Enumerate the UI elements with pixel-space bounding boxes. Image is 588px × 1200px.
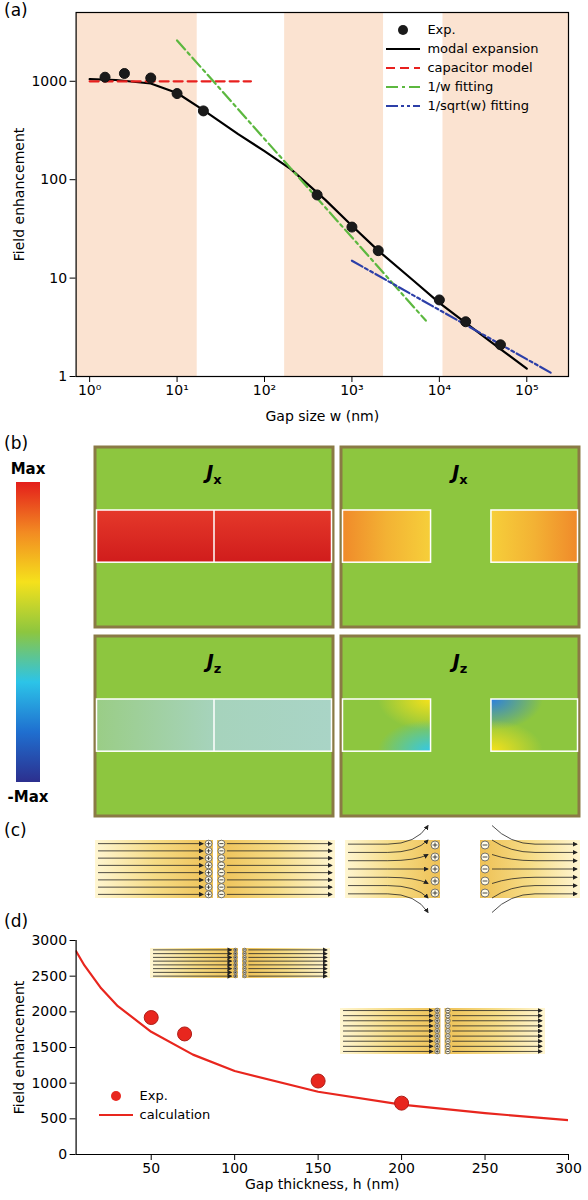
svg-text:300: 300 xyxy=(555,1160,582,1176)
svg-text:Field enhancement: Field enhancement xyxy=(11,127,27,261)
html-text:modal expansion: modal expansion xyxy=(427,41,539,56)
svg-text:10⁵: 10⁵ xyxy=(515,382,538,398)
svg-text:50: 50 xyxy=(142,1160,160,1176)
svg-text:10²: 10² xyxy=(253,382,276,398)
svg-text:10³: 10³ xyxy=(340,382,363,398)
svg-text:Max: Max xyxy=(11,460,46,478)
svg-text:Gap size w (nm): Gap size w (nm) xyxy=(265,408,379,424)
svg-text:2000: 2000 xyxy=(31,1003,67,1019)
svg-text:0: 0 xyxy=(58,1146,67,1162)
svg-text:Jx: Jx xyxy=(448,461,468,487)
svg-text:1500: 1500 xyxy=(31,1039,67,1055)
svg-text:10⁰: 10⁰ xyxy=(78,382,102,398)
svg-text:Jx: Jx xyxy=(202,461,222,487)
svg-text:200: 200 xyxy=(388,1160,415,1176)
html-text:1/sqrt(w) fitting: 1/sqrt(w) fitting xyxy=(427,98,529,113)
svg-text:10⁴: 10⁴ xyxy=(428,382,452,398)
html-text:(d): (d) xyxy=(4,911,29,931)
svg-text:Jz: Jz xyxy=(449,650,468,676)
svg-text:1000: 1000 xyxy=(31,73,67,89)
html-text:Exp.: Exp. xyxy=(139,1088,168,1103)
html-text:1/w fitting: 1/w fitting xyxy=(427,79,494,94)
svg-text:100: 100 xyxy=(221,1160,248,1176)
html-text:calculation: calculation xyxy=(139,1107,211,1122)
html-text:(b): (b) xyxy=(4,433,29,453)
html-text:(c): (c) xyxy=(4,820,27,840)
svg-text:1: 1 xyxy=(58,368,67,384)
svg-text:3000: 3000 xyxy=(31,932,67,948)
svg-text:Jz: Jz xyxy=(203,650,222,676)
svg-text:10: 10 xyxy=(49,270,67,286)
html-text:capacitor model: capacitor model xyxy=(427,60,533,75)
html-text:(a): (a) xyxy=(4,0,28,20)
svg-text:150: 150 xyxy=(305,1160,332,1176)
svg-text:Field enhancement: Field enhancement xyxy=(11,980,27,1114)
svg-text:10¹: 10¹ xyxy=(165,382,188,398)
svg-text:250: 250 xyxy=(472,1160,499,1176)
svg-text:500: 500 xyxy=(40,1110,67,1126)
svg-text:-Max: -Max xyxy=(8,788,49,806)
svg-text:Gap thickness, h (nm): Gap thickness, h (nm) xyxy=(245,1176,400,1192)
svg-text:2500: 2500 xyxy=(31,968,67,984)
svg-text:100: 100 xyxy=(40,171,67,187)
svg-text:1000: 1000 xyxy=(31,1075,67,1091)
html-text:Exp.: Exp. xyxy=(427,22,456,37)
